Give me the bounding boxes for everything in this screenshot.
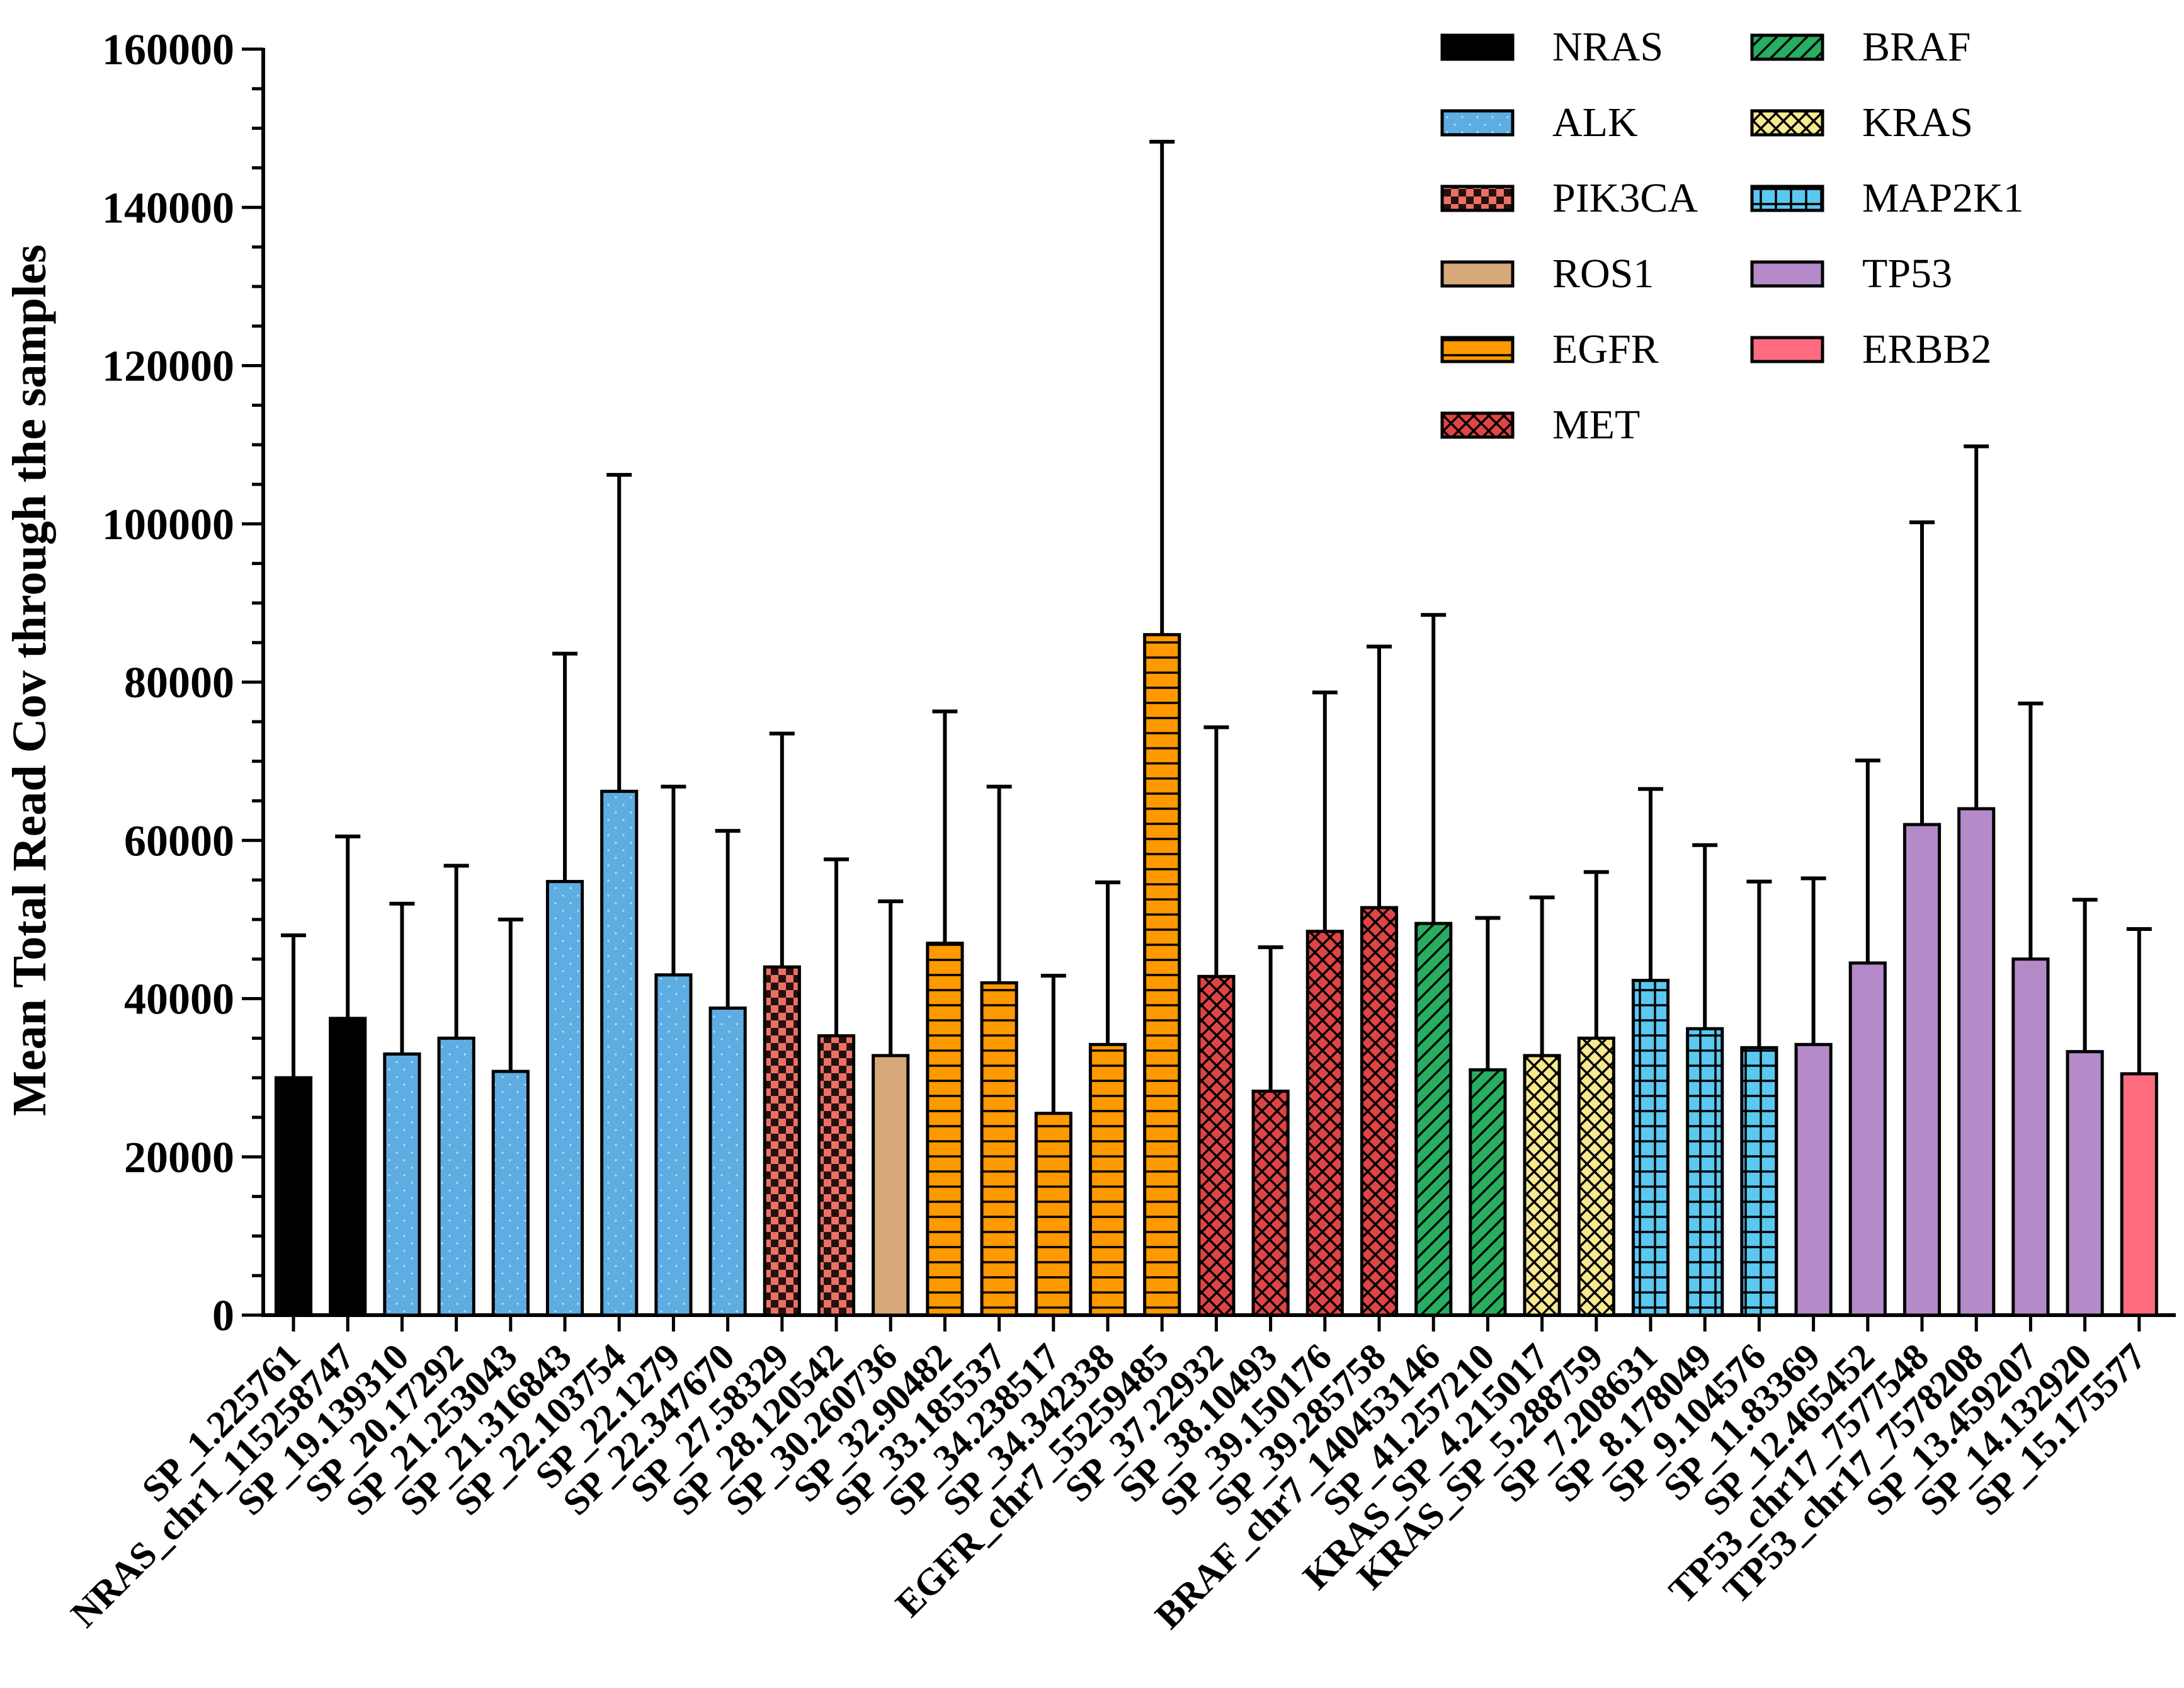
bar-egfr — [980, 981, 1018, 1317]
legend-swatch-braf — [1750, 33, 1824, 61]
legend-swatch-pik3ca — [1440, 185, 1515, 212]
y-axis-title: Mean Total Read Cov through the samples — [3, 244, 56, 1116]
legend-swatch-tp53 — [1750, 260, 1824, 288]
legend-label: MAP2K1 — [1862, 175, 2024, 221]
legend-label: NRAS — [1552, 24, 1663, 70]
y-tick-label: 140000 — [102, 184, 234, 232]
legend-label: BRAF — [1862, 24, 1971, 70]
bar-alk — [491, 1069, 530, 1317]
bar-alk — [654, 973, 693, 1317]
y-tick-label: 0 — [212, 1292, 234, 1340]
bar-met — [1251, 1089, 1290, 1317]
legend-label: TP53 — [1862, 251, 1952, 297]
bar-tp53 — [1957, 807, 1996, 1317]
bar-braf — [1414, 921, 1453, 1317]
legend-label: ERBB2 — [1862, 326, 1991, 372]
y-tick-label: 40000 — [124, 976, 234, 1024]
legend-swatch-alk — [1440, 109, 1515, 137]
legend-label: MET — [1552, 402, 1640, 448]
bar-pik3ca — [763, 965, 801, 1317]
bar-alk — [545, 880, 584, 1317]
bar-map2k1 — [1686, 1027, 1724, 1317]
bar-ros1 — [872, 1054, 910, 1317]
y-tick-label: 100000 — [102, 501, 234, 549]
bar-nras — [274, 1076, 313, 1317]
bar-alk — [708, 1007, 747, 1317]
x-tick-labels: SP_1.225761NRAS_chr1_115258747SP_19.1393… — [63, 1315, 2154, 1637]
legend-label: EGFR — [1552, 326, 1659, 372]
y-tick-label: 120000 — [102, 343, 234, 391]
bar-braf — [1469, 1068, 1507, 1317]
bar-tp53 — [2066, 1050, 2104, 1317]
y-tick-label: 20000 — [124, 1134, 234, 1182]
y-tick-label: 160000 — [102, 26, 234, 74]
bar-egfr — [1034, 1112, 1072, 1317]
legend-swatch-kras — [1750, 109, 1824, 137]
legend-swatch-ros1 — [1440, 260, 1515, 288]
bar-tp53 — [1848, 961, 1887, 1317]
bar-egfr — [1143, 633, 1181, 1317]
bar-erbb2 — [2120, 1072, 2158, 1317]
legend-swatch-map2k1 — [1750, 185, 1824, 212]
legend-swatch-met — [1440, 411, 1515, 439]
bar-kras — [1523, 1054, 1561, 1317]
bar-met — [1305, 930, 1344, 1317]
legend-swatch-erbb2 — [1750, 336, 1824, 363]
y-tick-label: 80000 — [124, 659, 234, 707]
bar-met — [1360, 906, 1399, 1317]
bar-kras — [1577, 1036, 1615, 1317]
bar-egfr — [1088, 1042, 1127, 1317]
bar-alk — [437, 1036, 475, 1317]
y-tick-label: 60000 — [124, 817, 234, 865]
legend-swatch-nras — [1440, 33, 1515, 61]
legend-label: ALK — [1552, 100, 1638, 145]
legend-label: PIK3CA — [1552, 175, 1698, 221]
bar-tp53 — [2011, 957, 2050, 1317]
bar-nras — [329, 1017, 367, 1317]
legend-label: KRAS — [1862, 100, 1973, 145]
bar-map2k1 — [1740, 1046, 1778, 1317]
bar-tp53 — [1794, 1042, 1833, 1317]
error-bars — [281, 139, 2152, 1114]
legend-swatch-egfr — [1440, 336, 1515, 363]
legend: NRAS ALK PIK3CA ROS1 EGFR MET BRAF KRAS MAP2K1 TP… — [1440, 24, 2024, 448]
legend-label: ROS1 — [1552, 251, 1654, 297]
bar-met — [1197, 974, 1236, 1317]
bar-egfr — [926, 942, 964, 1317]
bar-tp53 — [1902, 823, 1942, 1317]
bar-alk — [383, 1052, 421, 1317]
bar-map2k1 — [1631, 979, 1670, 1317]
bar-alk — [600, 789, 639, 1317]
bar-pik3ca — [817, 1034, 856, 1317]
